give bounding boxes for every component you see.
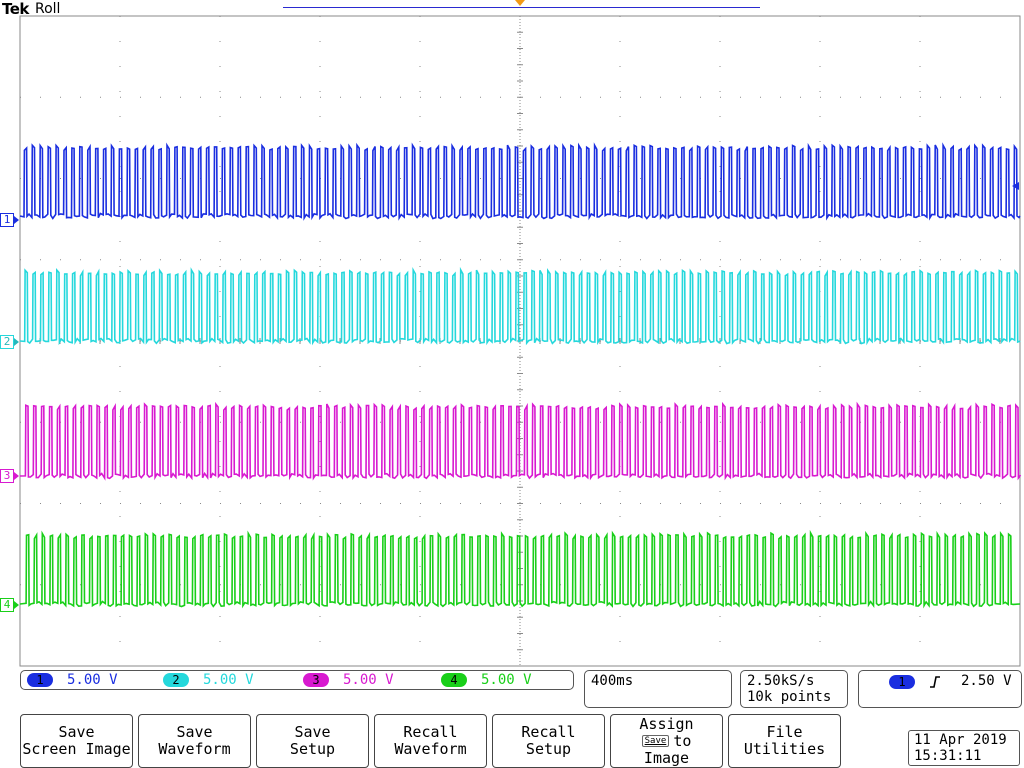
waveform-display (19, 15, 1022, 667)
save-waveform-button[interactable]: Save Waveform (138, 714, 251, 768)
recall-waveform-button[interactable]: Recall Waveform (374, 714, 487, 768)
softkey-label-line3: Image (643, 748, 690, 767)
assign-save-to-image-button[interactable]: Assign Save to Image (610, 714, 723, 768)
file-utilities-button[interactable]: File Utilities (728, 714, 841, 768)
ch1-ground-marker[interactable]: 1 (0, 213, 19, 227)
softkey-label-line1: File (766, 723, 803, 741)
acquisition-readout: 2.50kS/s 10k points (740, 670, 848, 708)
save-button-icon: Save (641, 735, 670, 747)
trigger-source-badge: 1 (889, 675, 915, 689)
ch2-badge: 2 (163, 673, 189, 687)
softkey-label-line2: Utilities (743, 740, 826, 758)
brand-logo: Tek (2, 0, 29, 18)
ch2-scale: 5.00 V (203, 672, 254, 688)
softkey-label-line1: Save (294, 723, 331, 741)
trigger-level-icon (1012, 182, 1019, 190)
softkey-label-line2: Setup (525, 740, 572, 758)
ch4-ground-marker[interactable]: 4 (0, 598, 19, 612)
record-view-bar (283, 7, 760, 8)
ch3-ground-marker[interactable]: 3 (0, 469, 19, 483)
softkey-label-line2: Screen Image (22, 740, 131, 758)
softkey-label-line2: to (673, 731, 692, 750)
ch4-waveform (19, 529, 1021, 609)
time: 15:31:11 (914, 748, 982, 764)
ch1-badge: 1 (27, 673, 53, 687)
softkey-label-line2: Waveform (158, 740, 231, 758)
softkey-label-line1: Recall (521, 723, 576, 741)
softkey-label-line2: Waveform (394, 740, 467, 758)
ch3-readout[interactable]: 3 5.00 V (303, 671, 394, 689)
ch4-readout[interactable]: 4 5.00 V (441, 671, 532, 689)
ch1-waveform (19, 142, 1021, 221)
softkey-label-line2: Setup (289, 740, 336, 758)
ch2-readout[interactable]: 2 5.00 V (163, 671, 254, 689)
ch3-badge: 3 (303, 673, 329, 687)
channel-readout-bar: 1 5.00 V 2 5.00 V 3 5.00 V 4 5.00 V (20, 670, 574, 690)
ch3-waveform (19, 401, 1022, 481)
sample-rate: 2.50kS/s (747, 673, 815, 689)
ch2-ground-marker[interactable]: 2 (0, 335, 19, 349)
rising-edge-icon (930, 676, 940, 688)
timebase-readout[interactable]: 400ms (584, 670, 732, 708)
save-setup-button[interactable]: Save Setup (256, 714, 369, 768)
ch3-scale: 5.00 V (343, 672, 394, 688)
softkey-label-line1: Assign (639, 714, 694, 733)
ch1-readout[interactable]: 1 5.00 V (27, 671, 118, 689)
horizontal-scale: 400ms (591, 673, 634, 689)
acquisition-mode: Roll (35, 1, 61, 17)
date-time-readout: 11 Apr 2019 15:31:11 (908, 730, 1020, 766)
ch1-scale: 5.00 V (67, 672, 118, 688)
recall-setup-button[interactable]: Recall Setup (492, 714, 605, 768)
date: 11 Apr 2019 (914, 732, 1007, 748)
trigger-position-icon (515, 0, 525, 6)
softkey-label-line1: Save (176, 723, 213, 741)
softkey-label-line1: Recall (403, 723, 458, 741)
ch4-scale: 5.00 V (481, 672, 532, 688)
save-screen-image-button[interactable]: Save Screen Image (20, 714, 133, 768)
softkey-label-line2-row: Save to (641, 731, 692, 750)
softkey-label-line1: Save (58, 723, 95, 741)
ch4-badge: 4 (441, 673, 467, 687)
ch2-waveform (19, 266, 1021, 346)
waveform-traces (19, 142, 1022, 609)
trigger-level: 2.50 V (961, 673, 1012, 689)
trigger-readout[interactable]: 1 2.50 V (858, 670, 1022, 708)
record-length: 10k points (747, 689, 832, 705)
